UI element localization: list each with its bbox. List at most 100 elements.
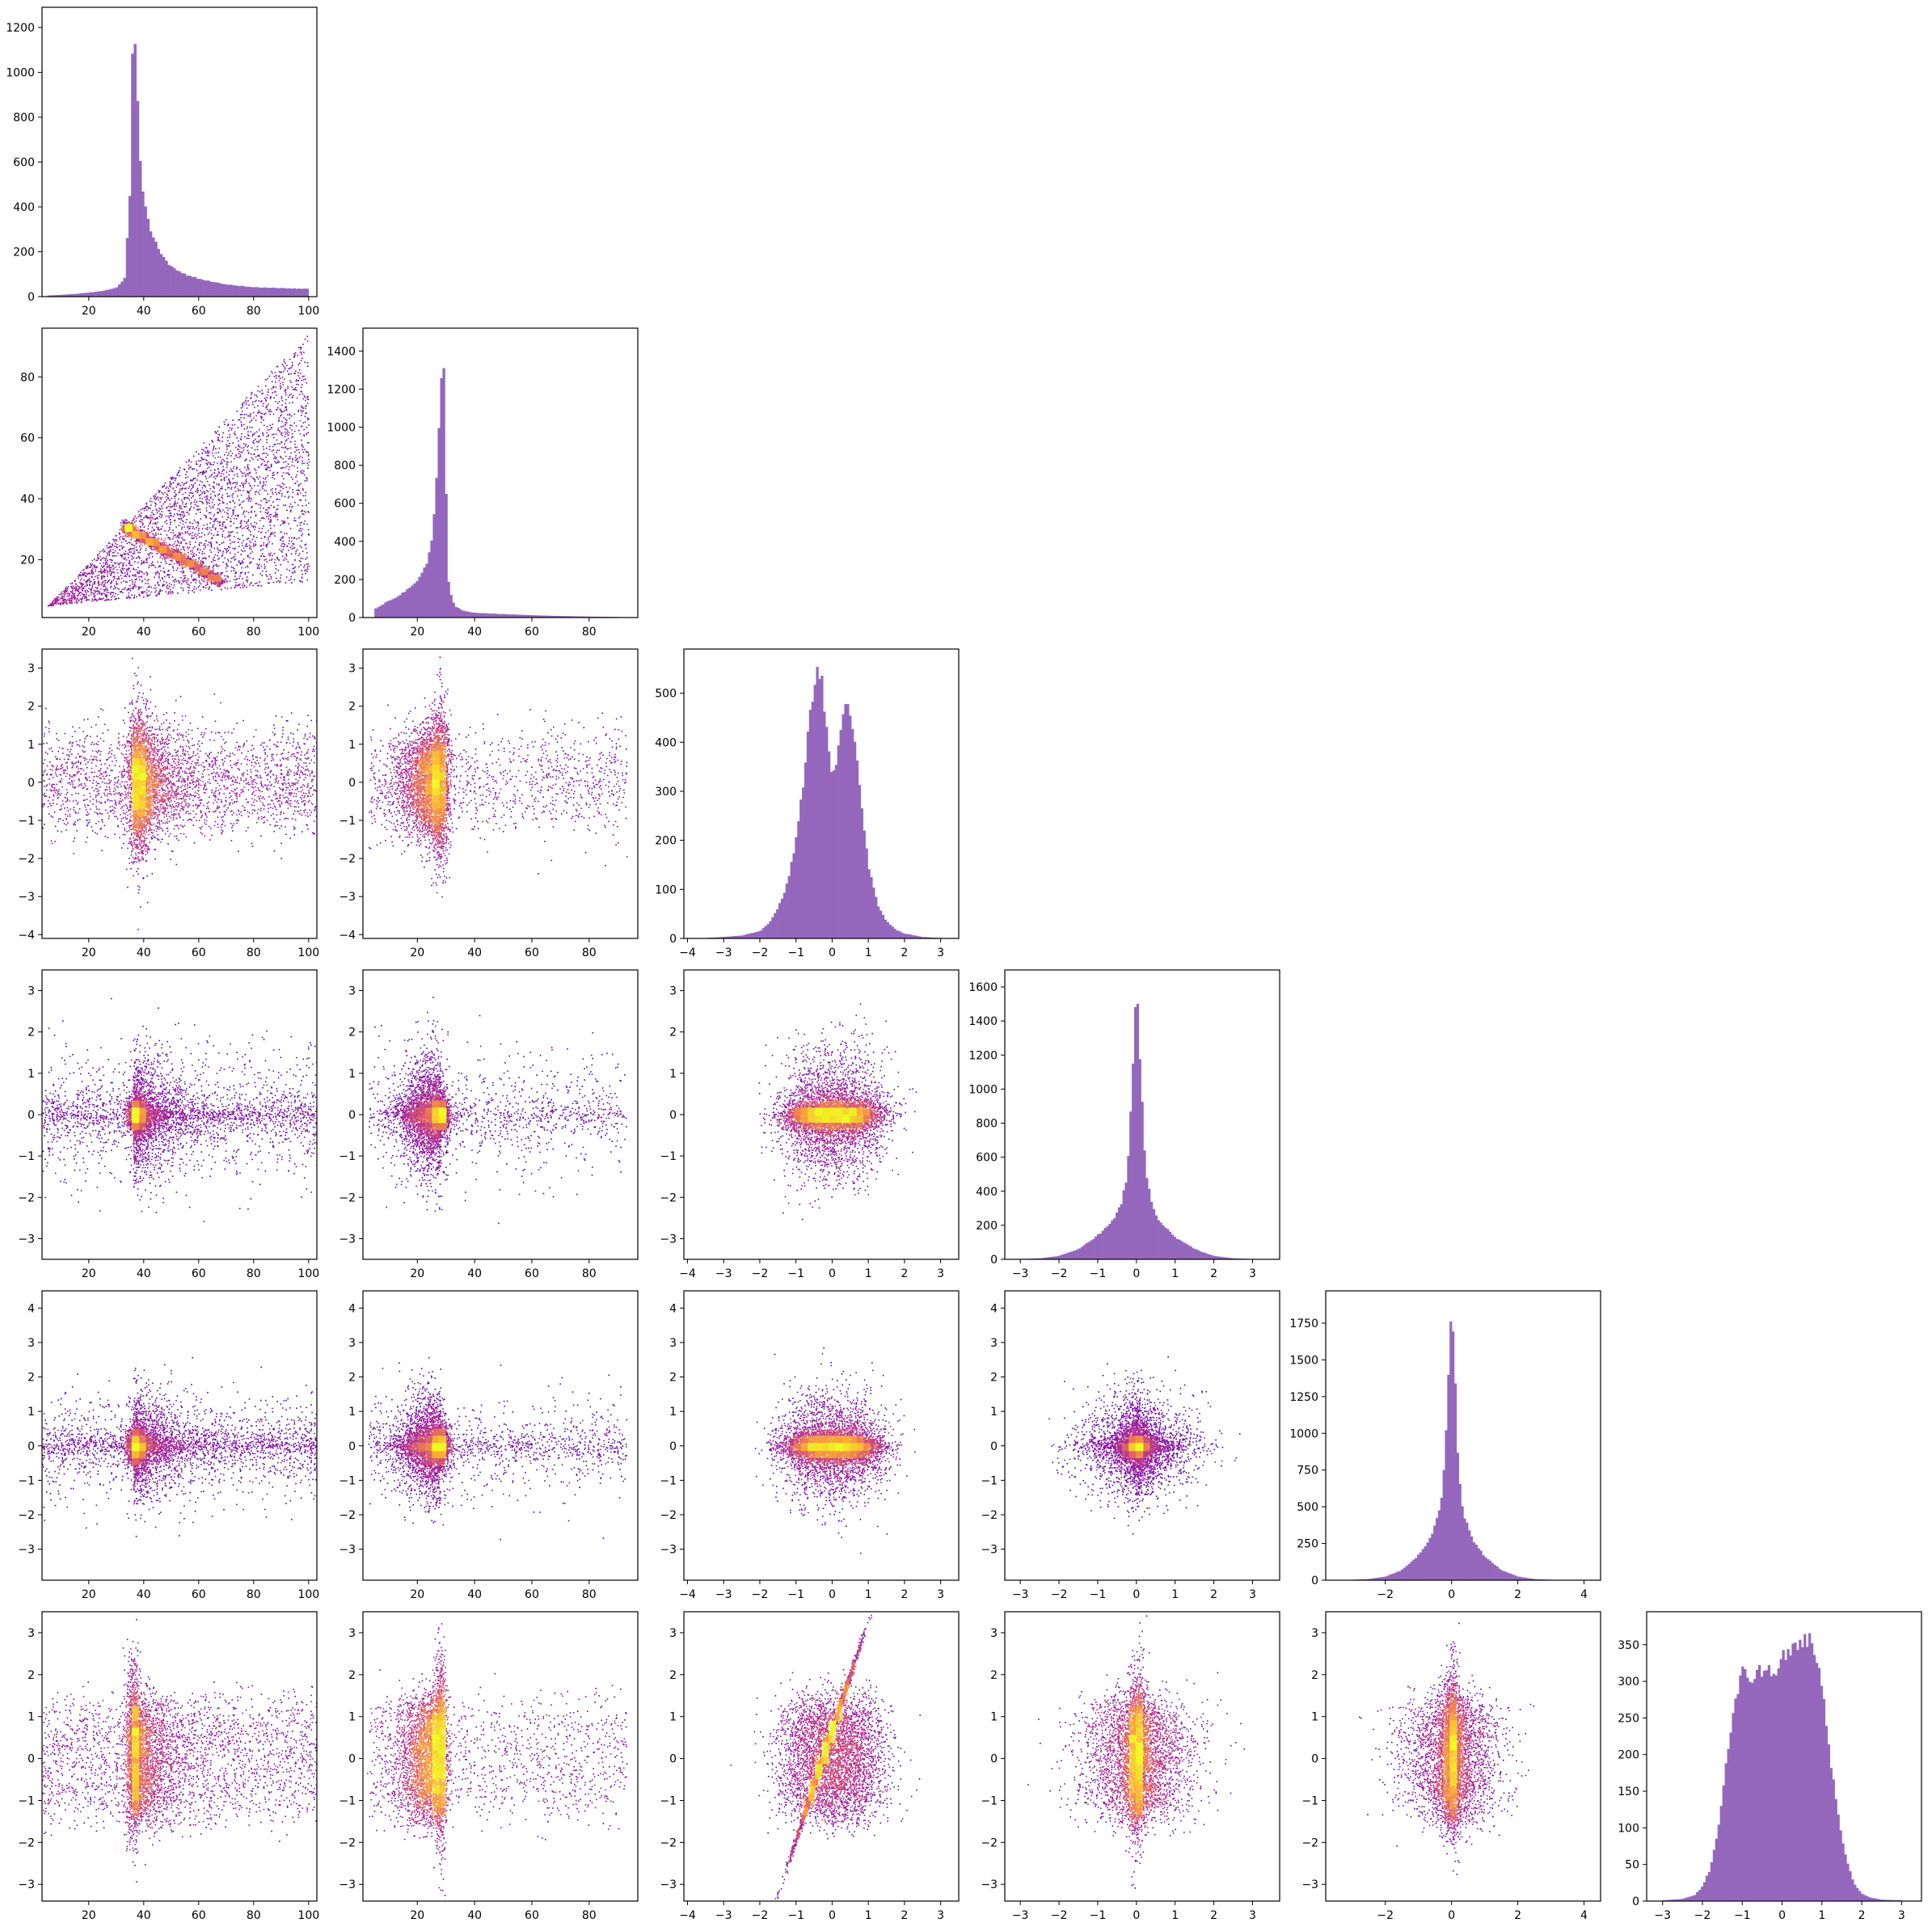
histogram-bar — [722, 937, 725, 938]
histogram-bar — [572, 616, 575, 618]
histogram-bar — [1664, 1899, 1668, 1901]
x-tick-label: 100 — [297, 626, 319, 639]
histogram-bar — [287, 288, 291, 297]
histogram-bar — [795, 837, 798, 938]
histogram-bar — [877, 906, 880, 938]
histogram-bar — [459, 609, 462, 618]
x-tick-label: 20 — [82, 1909, 96, 1922]
scatter-points — [849, 1449, 857, 1459]
scatter-points — [432, 1472, 439, 1480]
y-tick-label: 20 — [20, 554, 35, 567]
histogram-bar — [529, 615, 534, 618]
histogram-bar — [462, 610, 465, 618]
x-tick-label: −1 — [787, 1588, 804, 1601]
histogram-bar — [162, 257, 166, 297]
y-tick-label: 1 — [1311, 1711, 1318, 1724]
histogram-bar — [272, 287, 276, 297]
scatter-points — [138, 779, 146, 810]
scatter-points — [1443, 1756, 1451, 1765]
scatter-points — [166, 1107, 186, 1131]
histogram-bar — [736, 935, 739, 938]
scatter-points — [1449, 1749, 1458, 1758]
y-tick-label: 100 — [1618, 1822, 1639, 1835]
scatter-points — [138, 1122, 146, 1131]
scatter-points — [138, 1457, 146, 1465]
scatter-points — [432, 1428, 441, 1437]
histogram-bar — [1183, 1242, 1186, 1259]
scatter-points — [1156, 1436, 1164, 1444]
y-tick-label: 1400 — [968, 1015, 998, 1028]
scatter-panel-r1-c0: 20 40 60 80 100 20 40 60 80 — [20, 327, 319, 639]
scatter-points — [138, 1436, 146, 1444]
y-tick-label: 3 — [27, 985, 35, 998]
histogram-bar — [922, 937, 925, 938]
y-tick-label: 2 — [348, 701, 356, 714]
histogram-bar — [78, 293, 82, 297]
histogram-bar — [303, 288, 306, 297]
histogram-bar — [865, 848, 868, 938]
histogram-bar — [408, 587, 411, 618]
histogram-bar — [1858, 1891, 1862, 1901]
histogram-bar — [924, 937, 927, 938]
scatter-points — [124, 523, 133, 533]
histogram-bar — [1171, 1234, 1175, 1259]
y-tick-label: 2 — [990, 1372, 998, 1385]
scatter-panel-r3-c0: 20 40 60 80 100 −3 −2 −1 0 1 2 3 — [18, 969, 319, 1280]
scatter-points — [869, 1443, 878, 1451]
scatter-points — [814, 1756, 823, 1765]
histogram-bar — [1861, 1893, 1864, 1901]
histogram-bar — [1187, 1245, 1191, 1259]
scatter-points — [821, 1107, 858, 1124]
histogram-bar — [724, 936, 728, 938]
histogram-bar — [1096, 1234, 1100, 1259]
y-tick-label: −4 — [18, 929, 35, 942]
histogram-bar — [1705, 1875, 1709, 1901]
scatter-points — [1442, 1705, 1465, 1765]
y-tick-label: 250 — [1618, 1712, 1639, 1725]
scatter-points — [158, 757, 167, 765]
scatter-points — [1142, 1786, 1150, 1794]
histogram-bar — [881, 914, 885, 938]
y-tick-label: 1400 — [327, 345, 356, 358]
scatter-points — [399, 1115, 426, 1153]
scatter-points — [842, 1107, 850, 1116]
y-tick-label: 200 — [13, 246, 35, 259]
histogram-bar — [505, 613, 509, 618]
scatter-points — [836, 1414, 863, 1430]
histogram-bar — [399, 595, 402, 618]
histogram-bar — [146, 218, 150, 297]
scatter-points — [1128, 1713, 1137, 1722]
histogram-bar — [1844, 1854, 1847, 1901]
histogram-bar — [1103, 1228, 1107, 1259]
x-tick-label: 0 — [1133, 1267, 1140, 1280]
scatter-points — [775, 1614, 896, 1837]
scatter-points — [131, 1122, 140, 1131]
scatter-points — [842, 1428, 864, 1466]
y-tick-label: −2 — [18, 1836, 35, 1849]
y-tick-label: −1 — [339, 1150, 356, 1163]
scatter-points — [369, 1021, 610, 1187]
scatter-points — [153, 1122, 160, 1130]
histogram-bar — [1724, 1763, 1727, 1901]
histogram-bar — [104, 289, 108, 297]
x-tick-label: 3 — [1249, 1588, 1256, 1601]
scatter-points — [787, 1086, 829, 1153]
x-tick-label: 40 — [137, 305, 151, 318]
y-tick-label: −3 — [1301, 1878, 1318, 1891]
histogram-bar — [1519, 1576, 1522, 1580]
scatter-points — [138, 1449, 146, 1459]
scatter-points — [145, 1450, 153, 1459]
histogram-bar — [1463, 1518, 1466, 1580]
y-tick-label: 40 — [20, 493, 35, 506]
scatter-points — [828, 1457, 837, 1465]
histogram-bar — [1739, 1675, 1742, 1901]
scatter-points — [432, 816, 440, 824]
scatter-points — [138, 736, 146, 744]
y-tick-label: 4 — [669, 1302, 677, 1315]
scatter-points — [432, 808, 440, 817]
histogram-bar — [1667, 1899, 1670, 1901]
histogram-bar — [880, 910, 883, 938]
scatter-points — [124, 1429, 160, 1472]
y-tick-label: 0 — [669, 933, 677, 946]
histogram-bar — [1777, 1668, 1780, 1901]
